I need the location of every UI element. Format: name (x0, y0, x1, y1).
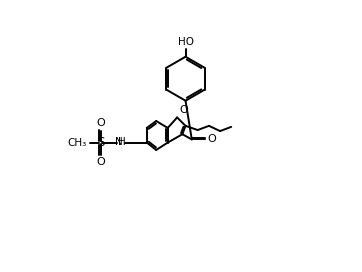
Text: O: O (96, 157, 105, 167)
Text: O: O (180, 105, 188, 115)
Text: HO: HO (177, 37, 194, 47)
Text: O: O (96, 118, 105, 128)
Text: S: S (97, 136, 104, 149)
Text: H: H (118, 137, 126, 147)
Text: O: O (207, 134, 216, 144)
Text: CH₃: CH₃ (68, 138, 87, 148)
Text: N: N (115, 137, 123, 147)
